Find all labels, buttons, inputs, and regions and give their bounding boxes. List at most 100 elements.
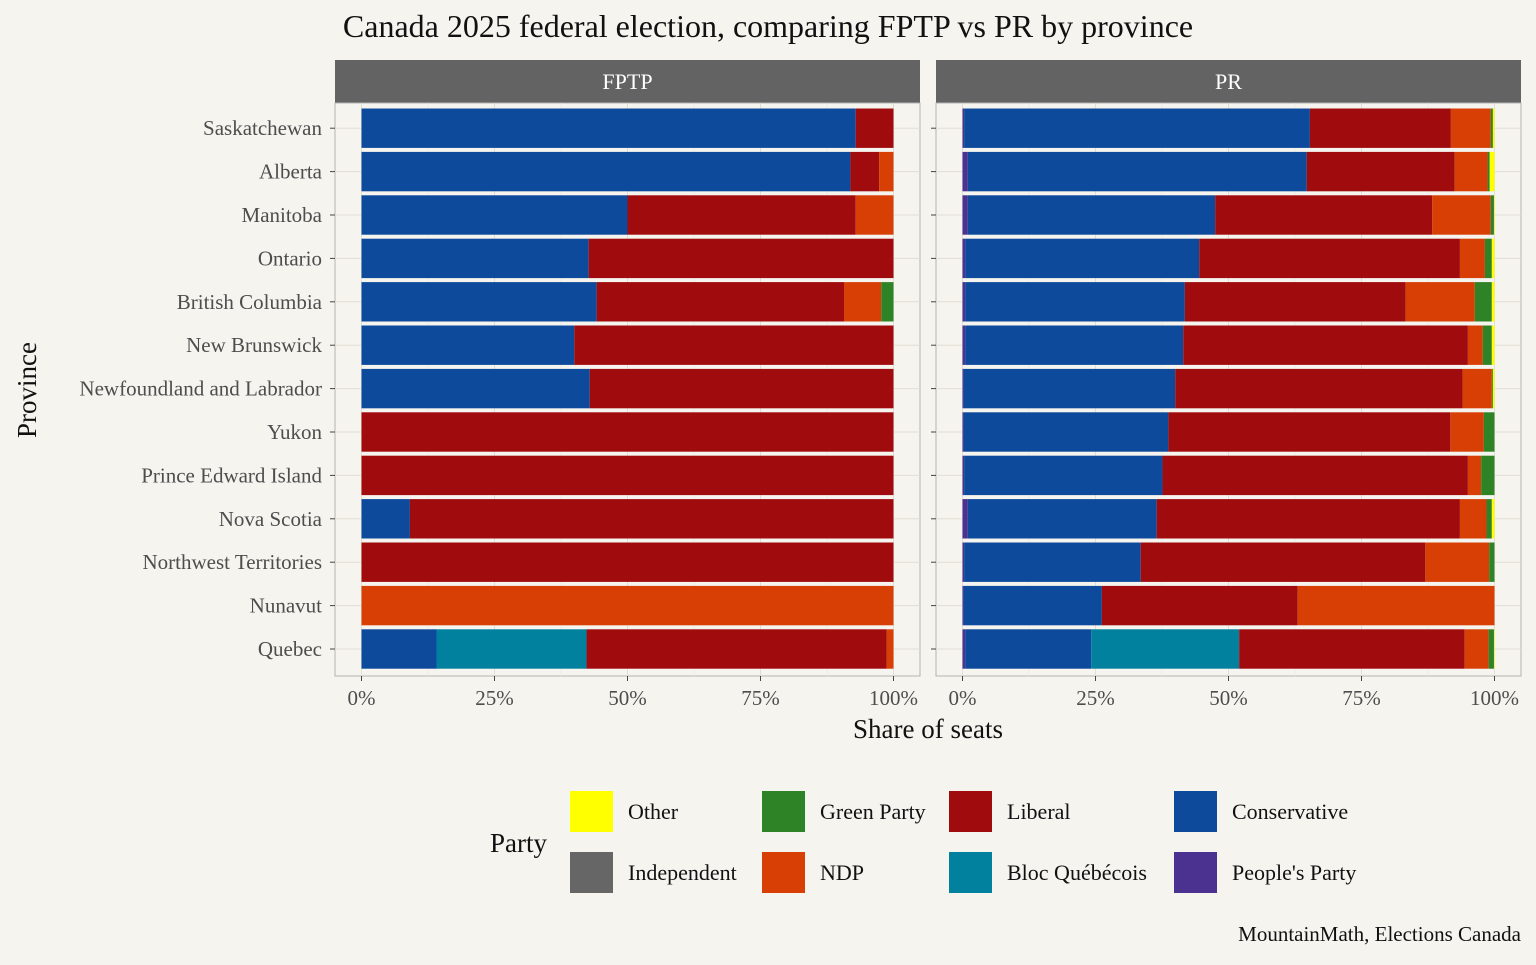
bar-segment-ndp bbox=[1450, 412, 1484, 452]
chart-caption: MountainMath, Elections Canada bbox=[1238, 922, 1522, 946]
legend-key-people-s-party bbox=[1174, 852, 1217, 893]
x-axis-title: Share of seats bbox=[853, 714, 1003, 744]
bar-row-newfoundland-and-labrador bbox=[361, 368, 894, 409]
x-tick-label: 0% bbox=[348, 686, 376, 710]
bar-segment-conservative bbox=[965, 325, 1184, 365]
bar-segment-conservative bbox=[965, 238, 1200, 279]
bar-segment-people-s-party bbox=[962, 412, 964, 452]
bar-segment-ndp bbox=[1432, 195, 1491, 235]
legend-label: Bloc Québécois bbox=[1007, 860, 1147, 885]
bar-segment-liberal bbox=[627, 195, 856, 235]
legend-label: Liberal bbox=[1007, 799, 1071, 824]
bar-segment-ndp bbox=[1425, 542, 1490, 582]
bar-segment-liberal bbox=[1162, 455, 1468, 496]
bar-segment-green-party bbox=[1491, 368, 1493, 409]
x-tick-label: 100% bbox=[1470, 686, 1519, 710]
bar-segment-green-party bbox=[1486, 499, 1492, 539]
y-tick-label: Ontario bbox=[258, 246, 322, 270]
legend-item-independent: Independent bbox=[570, 852, 737, 893]
bar-segment-liberal bbox=[361, 455, 894, 496]
bar-segment-liberal bbox=[361, 542, 894, 582]
bar-row-manitoba bbox=[361, 195, 894, 235]
legend-item-people-s-party: People's Party bbox=[1174, 852, 1356, 893]
bar-segment-ndp bbox=[844, 282, 882, 322]
bar-row-saskatchewan bbox=[962, 108, 1495, 148]
bar-segment-liberal bbox=[1184, 282, 1406, 322]
bar-segment-ndp bbox=[1467, 455, 1482, 496]
bar-row-british-columbia bbox=[361, 282, 894, 322]
bar-segment-other bbox=[1491, 282, 1495, 322]
bar-segment-people-s-party bbox=[962, 585, 964, 626]
bar-row-ontario bbox=[361, 238, 894, 279]
bar-segment-ndp bbox=[886, 629, 894, 669]
x-tick-label: 0% bbox=[949, 686, 977, 710]
bar-segment-people-s-party bbox=[962, 282, 966, 322]
bar-row-manitoba bbox=[962, 195, 1495, 235]
x-tick-label: 25% bbox=[1076, 686, 1115, 710]
bar-segment-ndp bbox=[879, 151, 894, 192]
bar-segment-ndp bbox=[1464, 629, 1489, 669]
bar-row-nova-scotia bbox=[962, 499, 1495, 539]
facet-panel-fptp: FPTP 0% 25% 50% 75% 100% Saskatchewan Alberta Ma… bbox=[79, 60, 921, 710]
facet-panel-pr: PR 0% 25% 50% 75% 100% bbox=[931, 60, 1522, 710]
legend-key-green-party bbox=[762, 791, 805, 832]
bar-row-quebec bbox=[361, 629, 894, 669]
bar-segment-ndp bbox=[1462, 368, 1492, 409]
bar-row-quebec bbox=[962, 629, 1495, 669]
bar-segment-ndp bbox=[1459, 499, 1487, 539]
legend-label: Independent bbox=[628, 860, 737, 885]
legend-label: Conservative bbox=[1232, 799, 1348, 824]
bar-segment-conservative bbox=[361, 195, 628, 235]
legend-label: People's Party bbox=[1232, 860, 1356, 885]
bar-segment-conservative bbox=[964, 455, 1163, 496]
legend: Other Green Party Liberal Conservative Indep… bbox=[570, 791, 1356, 893]
y-axis-title: Province bbox=[12, 342, 42, 438]
bar-segment-green-party bbox=[881, 282, 894, 322]
bar-segment-liberal bbox=[589, 368, 894, 409]
bar-row-nova-scotia bbox=[361, 499, 894, 539]
bar-segment-people-s-party bbox=[962, 368, 964, 409]
bar-segment-green-party bbox=[1490, 195, 1494, 235]
bar-segment-green-party bbox=[1474, 282, 1492, 322]
bar-segment-people-s-party bbox=[962, 325, 966, 365]
bar-segment-liberal bbox=[1239, 629, 1465, 669]
legend-key-other bbox=[570, 791, 613, 832]
bar-segment-conservative bbox=[967, 195, 1216, 235]
bar-segment-conservative bbox=[967, 499, 1157, 539]
bar-segment-other bbox=[1491, 325, 1495, 365]
bar-row-northwest-territories bbox=[962, 542, 1495, 582]
bar-segment-conservative bbox=[361, 368, 590, 409]
y-tick-label: Northwest Territories bbox=[142, 550, 322, 574]
y-tick-label: Quebec bbox=[258, 637, 322, 661]
bar-row-new-brunswick bbox=[962, 325, 1495, 365]
x-tick-label: 100% bbox=[869, 686, 918, 710]
chart-title: Canada 2025 federal election, comparing … bbox=[343, 8, 1193, 44]
y-tick-label: British Columbia bbox=[177, 290, 323, 314]
bar-segment-ndp bbox=[1405, 282, 1475, 322]
bar-segment-liberal bbox=[1309, 108, 1451, 148]
legend-item-liberal: Liberal bbox=[949, 791, 1071, 832]
bar-segment-conservative bbox=[964, 108, 1310, 148]
bar-segment-liberal bbox=[409, 499, 894, 539]
y-tick-label: Alberta bbox=[259, 160, 323, 184]
legend-key-ndp bbox=[762, 852, 805, 893]
bar-segment-conservative bbox=[963, 368, 1176, 409]
bar-segment-other bbox=[1491, 499, 1495, 539]
bar-segment-other bbox=[1493, 195, 1495, 235]
bar-segment-people-s-party bbox=[962, 629, 966, 669]
legend-key-liberal bbox=[949, 791, 992, 832]
bar-row-northwest-territories bbox=[361, 542, 894, 582]
legend-title: Party bbox=[490, 828, 547, 858]
plot-area: FPTP 0% 25% 50% 75% 100% Saskatchewan Alberta Ma… bbox=[79, 60, 1522, 710]
bar-segment-other bbox=[1492, 368, 1495, 409]
bar-segment-green-party bbox=[1483, 412, 1495, 452]
bar-segment-conservative bbox=[361, 282, 597, 322]
bar-row-yukon bbox=[962, 412, 1495, 452]
bar-segment-conservative bbox=[967, 151, 1307, 192]
bar-segment-conservative bbox=[361, 238, 589, 279]
bar-segment-liberal bbox=[1168, 412, 1451, 452]
bar-row-new-brunswick bbox=[361, 325, 894, 365]
bar-segment-green-party bbox=[1487, 151, 1490, 192]
